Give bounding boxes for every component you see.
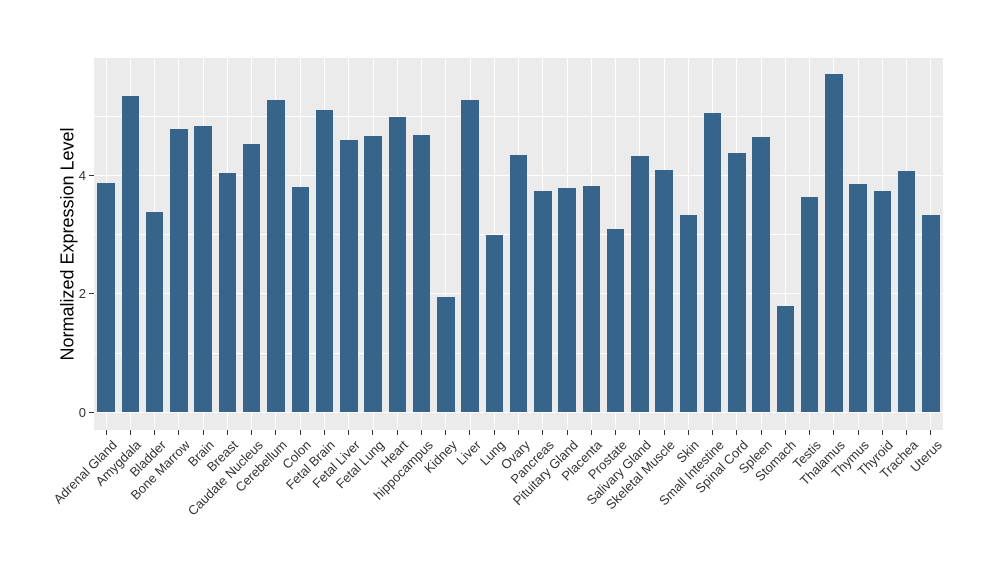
bar-fetal-liver [340, 139, 358, 413]
x-axis-tick [760, 430, 762, 435]
bar-spleen [752, 136, 770, 413]
bar-testis [800, 196, 819, 413]
bar-hippocampus [412, 134, 431, 413]
x-axis-tick [881, 430, 883, 435]
bar-salivary-gland [631, 155, 649, 413]
x-axis-tick [445, 430, 447, 435]
x-axis-tick [202, 430, 204, 435]
x-axis-tick [930, 430, 932, 435]
bar-stomach [776, 305, 795, 413]
bar-thymus [849, 183, 867, 413]
x-axis-tick [906, 430, 908, 435]
bar-thalamus [825, 74, 843, 413]
bar-kidney [437, 297, 455, 413]
bar-fetal-lung [364, 135, 382, 413]
x-axis-tick [299, 430, 301, 435]
bar-skeletal-muscle [655, 169, 673, 413]
x-axis-tick [323, 430, 325, 435]
x-axis-tick [809, 430, 811, 435]
x-axis-tick [396, 430, 398, 435]
x-axis-tick [420, 430, 422, 435]
bar-skin [679, 214, 698, 413]
y-axis-tick [89, 411, 94, 413]
x-axis-tick [639, 430, 641, 435]
bar-adrenal-gland [97, 183, 115, 413]
x-axis-tick [712, 430, 714, 435]
y-axis-title: Normalized Expression Level [57, 127, 78, 361]
x-axis-tick [542, 430, 544, 435]
x-axis-tick [518, 430, 520, 435]
bar-uterus [922, 214, 940, 413]
bar-cerebellum [267, 99, 285, 413]
x-axis-tick [226, 430, 228, 435]
bar-heart [388, 116, 406, 413]
x-axis-tick [372, 430, 374, 435]
bar-bladder [145, 212, 164, 413]
y-tick-label: 2 [78, 286, 86, 302]
bar-amygdala [121, 95, 140, 413]
x-axis-tick [348, 430, 350, 435]
bar-lung [485, 234, 503, 413]
bar-pancreas [534, 190, 552, 413]
x-axis-tick [275, 430, 277, 435]
bar-colon [291, 187, 309, 413]
x-axis-tick [251, 430, 253, 435]
x-axis-tick [663, 430, 665, 435]
y-axis-tick [89, 293, 94, 295]
x-axis-tick [590, 430, 592, 435]
x-axis-tick [105, 430, 107, 435]
x-axis-tick [833, 430, 835, 435]
x-axis-tick [566, 430, 568, 435]
bar-bone-marrow [170, 128, 188, 413]
x-tick-label: Liver [453, 437, 484, 468]
y-tick-label: 0 [78, 404, 86, 420]
x-axis-tick [178, 430, 180, 435]
gridline-v [445, 57, 447, 430]
x-axis-tick [687, 430, 689, 435]
bar-pituitary-gland [558, 187, 576, 413]
x-axis-tick [129, 430, 131, 435]
y-axis-tick [89, 174, 94, 176]
bar-trachea [897, 171, 916, 413]
bar-brain [194, 126, 212, 413]
bar-small-intestine [703, 113, 722, 413]
plot-panel [94, 57, 943, 430]
x-axis-tick [469, 430, 471, 435]
bar-placenta [582, 186, 600, 413]
x-axis-tick [784, 430, 786, 435]
bar-prostate [606, 228, 625, 413]
bar-liver [461, 100, 479, 413]
bar-breast [218, 172, 237, 413]
x-axis-tick [154, 430, 156, 435]
x-axis-tick [736, 430, 738, 435]
bar-ovary [509, 154, 528, 413]
x-axis-tick [857, 430, 859, 435]
y-tick-label: 4 [78, 167, 86, 183]
gridline-v [784, 57, 786, 430]
x-axis-tick [615, 430, 617, 435]
x-axis-tick [493, 430, 495, 435]
bar-thyroid [873, 190, 892, 413]
bar-fetal-brain [315, 109, 334, 413]
bar-caudate-nucleus [242, 144, 261, 413]
bar-spinal-cord [728, 152, 746, 413]
